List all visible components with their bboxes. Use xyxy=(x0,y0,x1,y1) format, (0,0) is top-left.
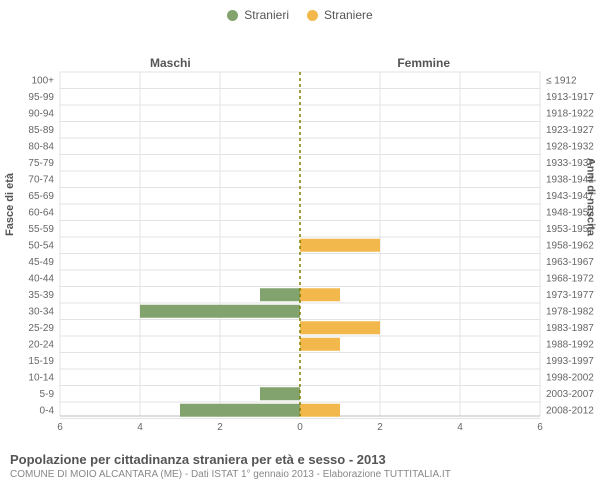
ytick-year: 1913-1917 xyxy=(546,92,594,103)
bar-female xyxy=(300,404,340,417)
population-pyramid-chart: 100+ ≤ 1912 95-99 1913-1917 90-94 1918-1922 85… xyxy=(0,26,600,446)
ytick-age: 75-79 xyxy=(28,158,54,169)
ytick-age: 35-39 xyxy=(28,290,54,301)
ytick-age: 5-9 xyxy=(40,389,55,400)
ytick-year: 1978-1982 xyxy=(546,306,594,317)
xtick: 2 xyxy=(217,422,223,433)
ytick-age: 45-49 xyxy=(28,257,54,268)
bar-female xyxy=(300,321,380,334)
ytick-year: 1928-1932 xyxy=(546,141,594,152)
bar-male xyxy=(180,404,300,417)
ytick-year: 1963-1967 xyxy=(546,257,594,268)
ytick-age: 80-84 xyxy=(28,141,54,152)
ytick-age: 20-24 xyxy=(28,339,54,350)
column-header-male: Maschi xyxy=(150,56,191,70)
ytick-year: ≤ 1912 xyxy=(546,75,577,86)
ytick-year: 1998-2002 xyxy=(546,372,594,383)
footer-subtitle: COMUNE DI MOIO ALCANTARA (ME) - Dati IST… xyxy=(10,469,590,480)
xtick: 4 xyxy=(457,422,463,433)
ytick-age: 50-54 xyxy=(28,240,54,251)
ytick-year: 1988-1992 xyxy=(546,339,594,350)
ytick-year: 1958-1962 xyxy=(546,240,594,251)
ytick-age: 0-4 xyxy=(40,405,55,416)
legend-label-male: Stranieri xyxy=(244,8,289,22)
bar-male xyxy=(260,387,300,400)
bar-female xyxy=(300,239,380,252)
ytick-age: 10-14 xyxy=(28,372,54,383)
ytick-age: 15-19 xyxy=(28,356,54,367)
ytick-age: 95-99 xyxy=(28,92,54,103)
footer-title: Popolazione per cittadinanza straniera p… xyxy=(10,452,590,467)
chart-area: Maschi Femmine Fasce di età Anni di nasc… xyxy=(0,26,600,446)
ytick-year: 1968-1972 xyxy=(546,273,594,284)
bar-female xyxy=(300,288,340,301)
bar-female xyxy=(300,338,340,351)
xtick: 6 xyxy=(537,422,543,433)
bar-male xyxy=(260,288,300,301)
ytick-age: 55-59 xyxy=(28,224,54,235)
ytick-age: 90-94 xyxy=(28,108,54,119)
ytick-year: 1993-1997 xyxy=(546,356,594,367)
footer: Popolazione per cittadinanza straniera p… xyxy=(0,446,600,480)
ytick-year: 2008-2012 xyxy=(546,405,594,416)
ytick-year: 1923-1927 xyxy=(546,125,594,136)
ytick-age: 30-34 xyxy=(28,306,54,317)
y-axis-title-left: Fasce di età xyxy=(4,173,16,236)
bar-male xyxy=(140,305,300,318)
ytick-year: 2003-2007 xyxy=(546,389,594,400)
xtick: 2 xyxy=(377,422,383,433)
legend-swatch-female-icon xyxy=(307,10,318,21)
ytick-age: 65-69 xyxy=(28,191,54,202)
legend: Stranieri Straniere xyxy=(0,0,600,26)
y-axis-title-right: Anni di nascita xyxy=(584,158,596,236)
ytick-age: 70-74 xyxy=(28,174,54,185)
xtick: 0 xyxy=(297,422,303,433)
ytick-age: 60-64 xyxy=(28,207,54,218)
legend-item-female: Straniere xyxy=(307,8,373,22)
legend-label-female: Straniere xyxy=(324,8,373,22)
legend-item-male: Stranieri xyxy=(227,8,289,22)
column-header-female: Femmine xyxy=(397,56,450,70)
ytick-age: 85-89 xyxy=(28,125,54,136)
ytick-year: 1918-1922 xyxy=(546,108,594,119)
ytick-age: 100+ xyxy=(31,75,54,86)
ytick-year: 1983-1987 xyxy=(546,323,594,334)
ytick-age: 25-29 xyxy=(28,323,54,334)
ytick-year: 1973-1977 xyxy=(546,290,594,301)
xtick: 4 xyxy=(137,422,143,433)
xtick: 6 xyxy=(57,422,63,433)
legend-swatch-male-icon xyxy=(227,10,238,21)
ytick-age: 40-44 xyxy=(28,273,54,284)
